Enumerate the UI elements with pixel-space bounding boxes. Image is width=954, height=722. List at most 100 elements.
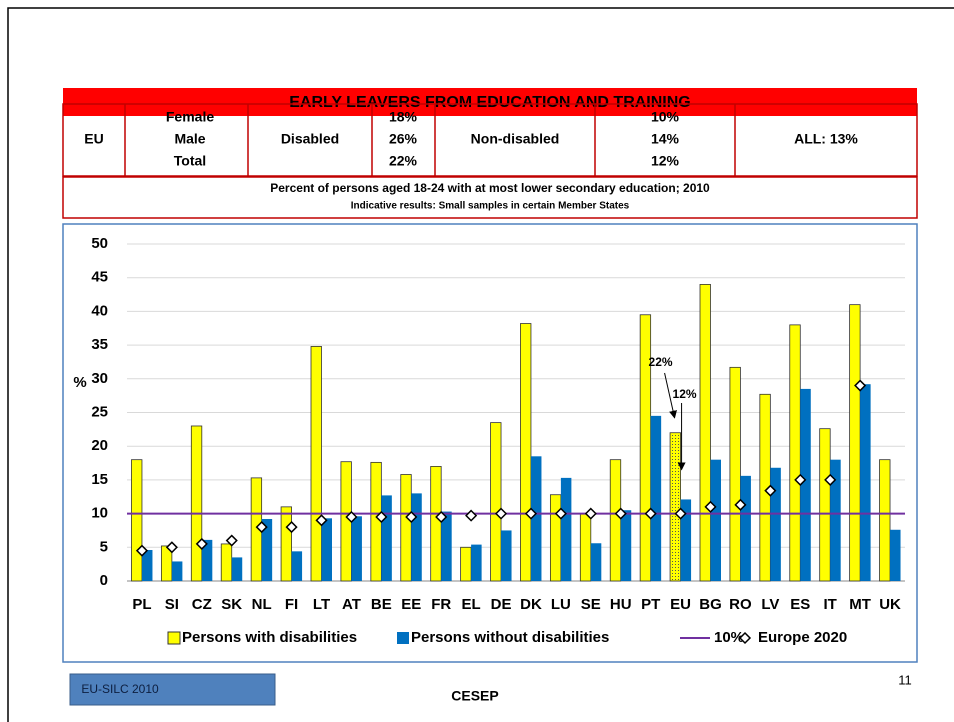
bar [549,494,562,582]
table-cell: EU [84,131,103,147]
x-tick-label: SE [581,596,601,613]
bar [789,324,801,582]
x-tick-label: FI [285,596,298,613]
bar [890,529,901,581]
x-tick-label: BE [371,596,392,613]
bar [471,544,482,581]
marker [764,484,777,497]
marker [375,510,388,524]
bar [351,516,362,581]
marker [704,500,717,513]
bar [190,425,203,582]
legend-swatch [397,632,409,644]
table-cell: Total [174,153,206,169]
x-tick-label: EE [401,596,421,613]
bar [819,428,831,582]
legend-label: Persons with disabilities [182,629,357,646]
table-cell: 14% [651,131,680,147]
bar [579,513,592,582]
x-tick-label: DE [491,596,512,613]
table-cell: Male [174,131,205,147]
y-tick-label: 25 [91,403,108,420]
annotation: 12% [673,387,697,401]
source: EU-SILC 2010 [81,682,159,696]
marker [494,507,508,520]
legend-label: Europe 2020 [758,629,847,646]
slide-frame [7,7,954,722]
organization: CESEP [451,688,498,704]
bar [201,539,213,581]
bar [501,530,512,581]
y-tick-label: 0 [100,572,108,589]
x-tick-label: EU [670,596,691,613]
bar [560,477,572,581]
table-cell: Non-disabled [471,131,560,147]
bar [849,304,861,582]
bar [381,495,392,581]
x-tick-label: UK [879,596,901,613]
bar [680,499,692,581]
page-number: 11 [898,672,912,687]
marker [135,544,149,557]
table-cell: 12% [651,153,680,169]
bar [220,543,233,582]
note: Indicative results: Small samples in cer… [351,201,630,212]
bar [740,475,751,581]
y-tick-label: 15 [91,471,108,488]
x-tick-label: NL [252,596,272,613]
bar [171,561,183,581]
summary-table [62,103,918,219]
bar [430,466,442,582]
bar [710,459,721,581]
bar [830,459,841,581]
bar [291,551,303,581]
legend-label: Persons without disabilities [411,629,609,646]
y-tick-label: 50 [91,235,108,252]
y-tick-label: 10 [91,505,108,522]
bar [530,456,542,581]
x-tick-label: PT [641,596,660,613]
x-tick-label: LV [761,596,779,613]
marker [824,473,837,486]
y-tick-label: 30 [91,370,108,387]
x-tick-label: IT [824,596,837,613]
bar [310,346,322,582]
legend-swatch [167,631,181,645]
legend-swatch [738,631,752,645]
subtitle: Percent of persons aged 18-24 with at mo… [270,181,710,195]
annotation: 22% [649,355,673,369]
y-axis-label: % [73,374,86,391]
bar [131,459,143,582]
x-tick-label: HU [610,596,632,613]
x-tick-label: AT [342,596,361,613]
bar [441,511,452,581]
banner-title: EARLY LEAVERS FROM EDUCATION AND TRAININ… [289,94,691,111]
x-tick-label: RO [729,596,752,613]
table-cell: ALL: 13% [794,131,858,147]
marker [524,507,538,520]
marker [315,514,328,527]
bar [460,546,472,582]
bar [620,510,632,581]
x-tick-label: DK [520,596,542,613]
x-tick-label: BG [699,596,722,613]
source-box [69,673,276,706]
legend-label: 10% [714,629,744,646]
marker [435,510,448,524]
x-tick-label: SK [221,596,242,613]
bar [280,506,292,582]
x-tick-label: LT [313,596,330,613]
bar [490,422,502,582]
table-cell: 26% [389,131,418,147]
bar [590,543,602,581]
marker [225,534,238,547]
marker [854,379,867,392]
y-tick-label: 45 [91,269,108,286]
chart-frame [62,223,918,663]
marker [794,473,807,486]
y-tick-label: 40 [91,302,108,319]
bar [520,323,532,582]
bar [411,493,422,581]
bar [879,459,891,582]
